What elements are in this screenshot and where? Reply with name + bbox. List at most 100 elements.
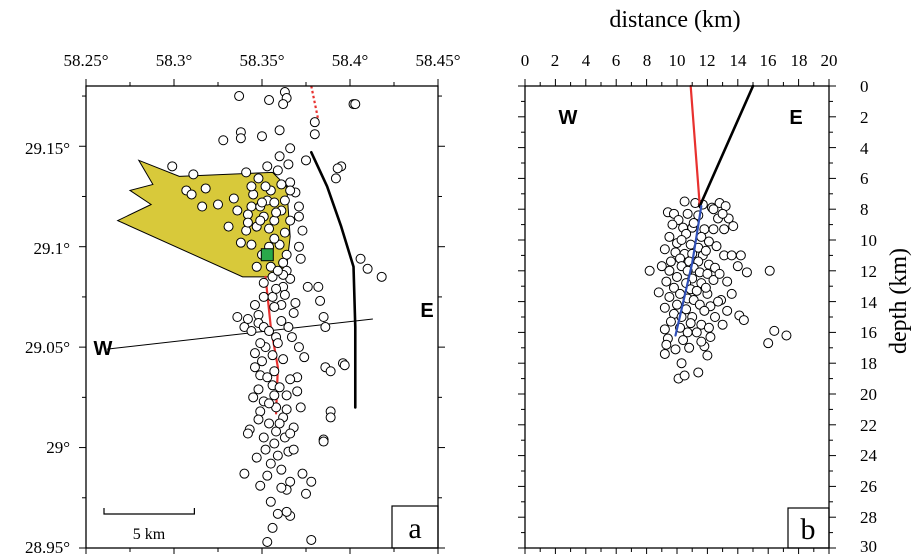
distance-tick-label: 14 <box>730 51 748 70</box>
map-axis-ticks <box>79 79 445 554</box>
section-frame <box>524 85 830 549</box>
section-event-point <box>672 271 682 282</box>
longitude-tick-label: 58.35° <box>239 51 284 70</box>
map-event-point <box>265 496 276 507</box>
map-event-point <box>262 536 273 547</box>
map-event-point <box>297 468 308 479</box>
depth-axis-title: depth (km) <box>886 248 912 354</box>
distance-tick-label: 12 <box>699 51 716 70</box>
map-event-point <box>267 522 278 533</box>
section-event-point <box>728 221 739 232</box>
map-event-point <box>276 316 287 327</box>
map-event-point <box>350 99 361 110</box>
map-event-point <box>276 482 287 493</box>
section-event-point <box>665 316 676 327</box>
section-event-point <box>711 241 722 252</box>
distance-tick-label: 8 <box>643 51 652 70</box>
map-event-point <box>285 185 296 196</box>
section-event-point <box>684 342 695 353</box>
map-event-point <box>288 444 299 455</box>
map-event-point <box>325 412 336 423</box>
section-event-point <box>700 282 711 293</box>
map-event-point <box>269 215 280 226</box>
map-event-point <box>274 382 285 393</box>
section-panel-b: distance (km) 0 2 4 6 8 10 12 14 16 18 2… <box>518 7 912 554</box>
longitude-tick-label: 58.45° <box>415 51 460 70</box>
section-event-point <box>661 276 672 287</box>
map-event-point <box>325 366 336 377</box>
section-fault-trace <box>689 84 701 208</box>
map-event-point <box>271 283 282 294</box>
map-event-point <box>228 193 239 204</box>
map-event-point <box>274 418 285 429</box>
station-square <box>260 248 274 262</box>
map-event-point <box>258 277 269 288</box>
depth-tick-label: 4 <box>860 139 869 158</box>
section-event-point <box>679 370 690 381</box>
section-event-point <box>659 244 670 255</box>
section-event-point <box>732 261 743 272</box>
longitude-tick-label: 58.4° <box>332 51 369 70</box>
map-event-point <box>299 352 310 363</box>
section-event-point <box>726 288 737 299</box>
map-event-point <box>320 322 331 333</box>
map-events <box>167 87 387 547</box>
map-event-point <box>269 438 280 449</box>
map-event-point <box>286 332 297 343</box>
map-event-point <box>242 314 253 325</box>
section-event-point <box>656 261 667 272</box>
distance-tick-label: 2 <box>551 51 560 70</box>
section-event-point <box>691 285 702 296</box>
map-event-point <box>235 237 246 248</box>
distance-tick-label: 4 <box>582 51 591 70</box>
depth-tick-label: 16 <box>860 323 877 342</box>
section-event-point <box>719 224 730 235</box>
map-event-point <box>234 91 245 102</box>
map-event-point <box>255 215 266 226</box>
map-event-point <box>197 201 208 212</box>
panel-label-box <box>787 507 830 549</box>
depth-tick-label: 2 <box>860 108 869 127</box>
map-event-point <box>276 179 287 190</box>
depth-tick-label: 26 <box>860 477 877 496</box>
section-event-point <box>676 235 687 245</box>
section-event-point <box>664 265 675 276</box>
map-event-point <box>295 253 306 264</box>
section-faults <box>674 84 755 337</box>
panel-label: a <box>408 512 421 545</box>
section-event-point <box>665 256 676 267</box>
latitude-tick-label: 29.05° <box>25 338 70 357</box>
section-event-point <box>693 367 704 378</box>
scale-bar-label: 5 km <box>133 526 166 543</box>
map-event-point <box>246 239 257 250</box>
map-event-point <box>269 233 280 244</box>
map-event-point <box>186 189 197 200</box>
section-event-point <box>664 231 675 242</box>
section-fault-trace <box>698 84 755 208</box>
map-event-point <box>272 165 283 176</box>
map-event-point <box>295 402 306 413</box>
map-event-point <box>246 181 257 192</box>
profile-west-label: W <box>94 338 113 360</box>
panel-label-box <box>391 505 439 549</box>
map-event-point <box>213 199 223 210</box>
section-event-point <box>659 302 670 313</box>
map-event-point <box>258 432 269 443</box>
map-event-point <box>258 291 269 302</box>
map-event-point <box>262 161 273 172</box>
depth-tick-label: 22 <box>860 416 877 435</box>
map-event-point <box>297 225 308 236</box>
map-event-point <box>232 312 243 322</box>
map-event-point <box>281 506 292 517</box>
map-frame <box>85 85 439 549</box>
map-event-point <box>285 428 296 439</box>
section-event-point <box>682 208 693 219</box>
map-event-point <box>306 534 317 545</box>
map-event-point <box>274 125 285 136</box>
section-event-point <box>668 282 679 293</box>
map-event-point <box>249 348 260 359</box>
map-longitude-labels: 58.25° 58.3° 58.35° 58.4° 58.45° <box>63 51 460 70</box>
section-event-point <box>685 318 696 329</box>
section-event-point <box>713 296 724 307</box>
distance-tick-label: 16 <box>760 51 777 70</box>
